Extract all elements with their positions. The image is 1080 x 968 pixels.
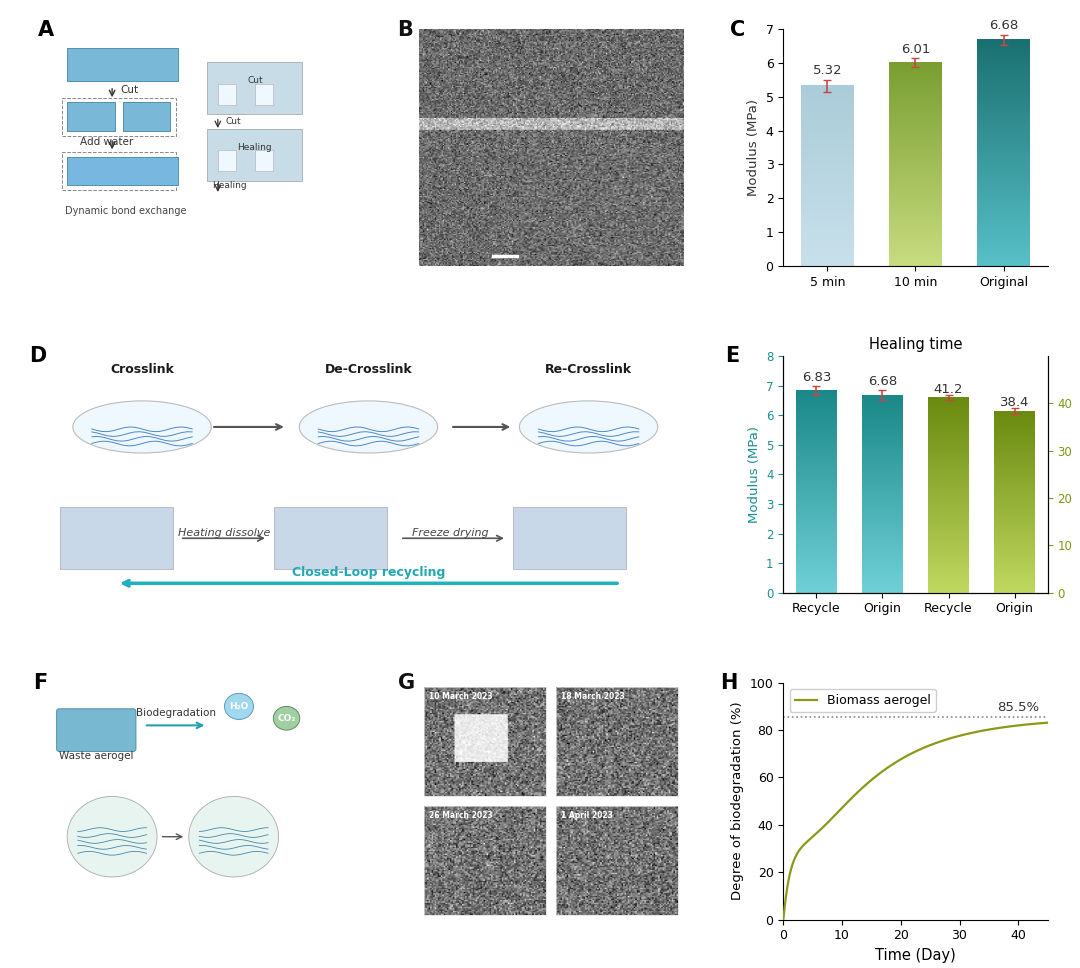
Text: A: A [38, 19, 54, 40]
Circle shape [72, 401, 212, 453]
Y-axis label: Thermal conductivity (mW m⁻¹ K⁻¹): Thermal conductivity (mW m⁻¹ K⁻¹) [1079, 376, 1080, 573]
Circle shape [299, 401, 437, 453]
Bar [60, 507, 174, 569]
Text: 18 March 2023: 18 March 2023 [562, 692, 625, 701]
Text: Closed-Loop recycling: Closed-Loop recycling [292, 566, 445, 579]
Bar [274, 507, 388, 569]
Circle shape [273, 707, 300, 730]
Title: Healing time: Healing time [868, 337, 962, 352]
Bar [67, 103, 114, 131]
Text: 6.68: 6.68 [868, 375, 897, 388]
Text: Freeze drying: Freeze drying [411, 528, 488, 538]
Bar [424, 687, 545, 797]
Text: 1 April 2023: 1 April 2023 [562, 810, 613, 820]
Text: 1 mm: 1 mm [550, 237, 586, 250]
Text: H: H [720, 674, 738, 693]
Text: Add water: Add water [80, 137, 134, 147]
Bar [207, 62, 302, 114]
Text: B: B [397, 19, 414, 40]
Text: 6.68: 6.68 [989, 19, 1018, 32]
Text: Waste aerogel: Waste aerogel [59, 751, 134, 762]
Text: Dynamic bond exchange: Dynamic bond exchange [65, 206, 186, 216]
Text: E: E [725, 347, 740, 367]
X-axis label: Time (Day): Time (Day) [875, 948, 956, 963]
Bar [207, 129, 302, 181]
Text: 6.83: 6.83 [801, 372, 832, 384]
Bar [513, 507, 626, 569]
Text: 38.4: 38.4 [1000, 396, 1029, 409]
Bar [67, 48, 178, 81]
Bar [62, 152, 176, 190]
Text: Heating dissolve: Heating dissolve [177, 528, 270, 538]
Text: C: C [730, 19, 746, 40]
Text: 41.2: 41.2 [934, 382, 963, 396]
Text: F: F [32, 674, 48, 693]
Circle shape [519, 401, 658, 453]
Text: De-Crosslink: De-Crosslink [325, 363, 413, 376]
Text: 85.5%: 85.5% [997, 701, 1039, 713]
Bar [255, 83, 273, 105]
Text: Re-Crosslink: Re-Crosslink [545, 363, 632, 376]
Bar [123, 103, 171, 131]
Y-axis label: Modulus (MPa): Modulus (MPa) [747, 99, 760, 196]
Text: 6.01: 6.01 [901, 43, 930, 56]
Text: H₂O: H₂O [229, 702, 248, 711]
Text: Cut: Cut [120, 85, 138, 95]
Y-axis label: Modulus (MPa): Modulus (MPa) [747, 426, 760, 523]
Text: 5.32: 5.32 [812, 64, 842, 77]
Bar [218, 83, 237, 105]
Text: Cut: Cut [226, 117, 242, 126]
Bar [556, 806, 677, 915]
Text: Healing: Healing [238, 142, 272, 152]
Text: Crosslink: Crosslink [110, 363, 174, 376]
FancyBboxPatch shape [56, 709, 136, 751]
Circle shape [225, 693, 254, 719]
Text: D: D [29, 347, 46, 367]
Text: CO₂: CO₂ [278, 713, 296, 723]
Circle shape [67, 797, 157, 877]
Bar [218, 150, 237, 171]
Bar [556, 687, 677, 797]
Bar [255, 150, 273, 171]
Circle shape [189, 797, 279, 877]
Bar [424, 806, 545, 915]
Text: Biodegradation: Biodegradation [136, 708, 216, 718]
Y-axis label: Degree of biodegradation (%): Degree of biodegradation (%) [731, 702, 744, 900]
Text: 26 March 2023: 26 March 2023 [429, 810, 492, 820]
Legend: Biomass aerogel: Biomass aerogel [789, 689, 936, 712]
Text: G: G [397, 674, 415, 693]
Text: Cut: Cut [247, 76, 262, 85]
Bar [67, 157, 178, 185]
Text: Healing: Healing [213, 181, 247, 190]
Text: 10 March 2023: 10 March 2023 [429, 692, 492, 701]
Bar [62, 98, 176, 136]
